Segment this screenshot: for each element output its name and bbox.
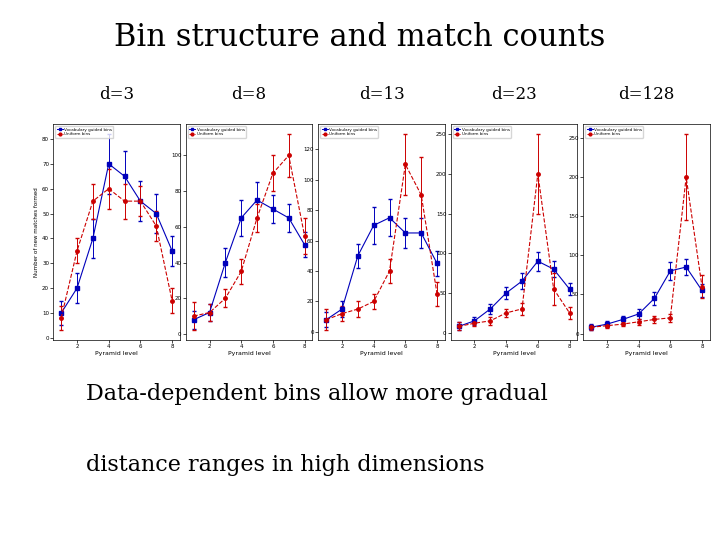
Text: d=8: d=8 bbox=[232, 86, 266, 103]
Legend: Vocabulary guided bins, Uniform bins: Vocabulary guided bins, Uniform bins bbox=[188, 126, 246, 138]
Y-axis label: Number of new matches formed: Number of new matches formed bbox=[35, 187, 40, 277]
Legend: Vocabulary guided bins, Uniform bins: Vocabulary guided bins, Uniform bins bbox=[453, 126, 510, 138]
Text: d=128: d=128 bbox=[618, 86, 675, 103]
X-axis label: Pyramid level: Pyramid level bbox=[492, 352, 536, 356]
X-axis label: Pyramid level: Pyramid level bbox=[360, 352, 403, 356]
Legend: Vocabulary guided bins, Uniform bins: Vocabulary guided bins, Uniform bins bbox=[55, 126, 113, 138]
Text: d=23: d=23 bbox=[491, 86, 537, 103]
Text: Data-dependent bins allow more gradual: Data-dependent bins allow more gradual bbox=[86, 383, 548, 406]
X-axis label: Pyramid level: Pyramid level bbox=[625, 352, 668, 356]
X-axis label: Pyramid level: Pyramid level bbox=[228, 352, 271, 356]
Text: d=13: d=13 bbox=[359, 86, 405, 103]
Text: distance ranges in high dimensions: distance ranges in high dimensions bbox=[86, 454, 485, 476]
Text: Bin structure and match counts: Bin structure and match counts bbox=[114, 22, 606, 52]
Text: d=3: d=3 bbox=[99, 86, 134, 103]
X-axis label: Pyramid level: Pyramid level bbox=[95, 352, 138, 356]
Legend: Vocabulary guided bins, Uniform bins: Vocabulary guided bins, Uniform bins bbox=[585, 126, 643, 138]
Legend: Vocabulary guided bins, Uniform bins: Vocabulary guided bins, Uniform bins bbox=[320, 126, 378, 138]
